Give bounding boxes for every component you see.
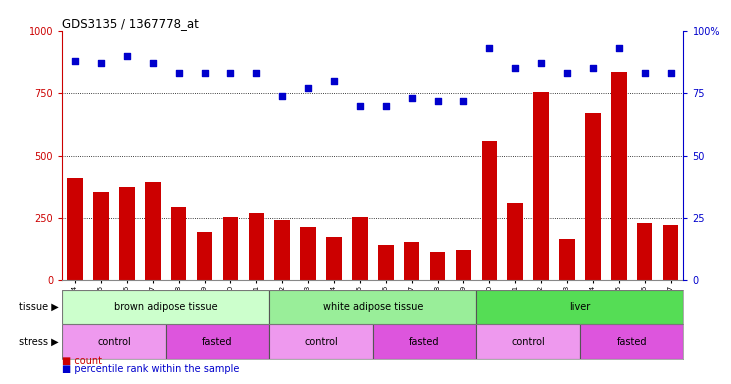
Point [224, 70, 236, 76]
Point [664, 70, 676, 76]
Text: control: control [97, 337, 131, 347]
Point [69, 58, 81, 64]
Bar [477, 324, 580, 359]
Point [95, 60, 107, 66]
Bar [477, 290, 683, 324]
Point [121, 53, 133, 59]
Point [561, 70, 573, 76]
Point [354, 103, 366, 109]
Point [406, 95, 417, 101]
Point [587, 65, 599, 71]
Text: GDS3135 / 1367778_at: GDS3135 / 1367778_at [62, 17, 199, 30]
Bar [637, 223, 652, 280]
Bar [482, 141, 497, 280]
Point [173, 70, 184, 76]
Bar [269, 324, 373, 359]
Point [483, 45, 495, 51]
Bar [378, 245, 393, 280]
Point [328, 78, 340, 84]
Bar [166, 324, 269, 359]
Bar [507, 203, 523, 280]
Bar [580, 324, 683, 359]
Bar [326, 237, 342, 280]
Bar [534, 92, 549, 280]
Bar [404, 242, 420, 280]
Bar [611, 72, 626, 280]
Text: ■ count: ■ count [62, 356, 102, 366]
Point [380, 103, 392, 109]
Text: fasted: fasted [409, 337, 440, 347]
Bar [585, 113, 601, 280]
Bar [197, 232, 212, 280]
Point [458, 98, 469, 104]
Bar [223, 217, 238, 280]
Text: fasted: fasted [202, 337, 232, 347]
Text: fasted: fasted [616, 337, 647, 347]
Bar [274, 220, 290, 280]
Bar [67, 178, 83, 280]
Point [251, 70, 262, 76]
Point [639, 70, 651, 76]
Text: stress ▶: stress ▶ [19, 337, 58, 347]
Point [147, 60, 159, 66]
Bar [373, 324, 477, 359]
Point [199, 70, 211, 76]
Point [535, 60, 547, 66]
Text: brown adipose tissue: brown adipose tissue [114, 302, 218, 312]
Bar [352, 217, 368, 280]
Point [510, 65, 521, 71]
Text: white adipose tissue: white adipose tissue [322, 302, 423, 312]
Bar [171, 207, 186, 280]
Text: tissue ▶: tissue ▶ [19, 302, 58, 312]
Bar [62, 324, 166, 359]
Bar [249, 213, 264, 280]
Text: control: control [304, 337, 338, 347]
Bar [455, 250, 471, 280]
Text: ■ percentile rank within the sample: ■ percentile rank within the sample [62, 364, 240, 374]
Bar [663, 225, 678, 280]
Bar [145, 182, 161, 280]
Bar [119, 187, 135, 280]
Text: liver: liver [569, 302, 591, 312]
Bar [62, 290, 269, 324]
Bar [269, 290, 477, 324]
Bar [94, 192, 109, 280]
Point [432, 98, 444, 104]
Point [302, 85, 314, 91]
Bar [559, 239, 575, 280]
Point [276, 93, 288, 99]
Bar [300, 227, 316, 280]
Bar [430, 252, 445, 280]
Text: control: control [511, 337, 545, 347]
Point [613, 45, 624, 51]
